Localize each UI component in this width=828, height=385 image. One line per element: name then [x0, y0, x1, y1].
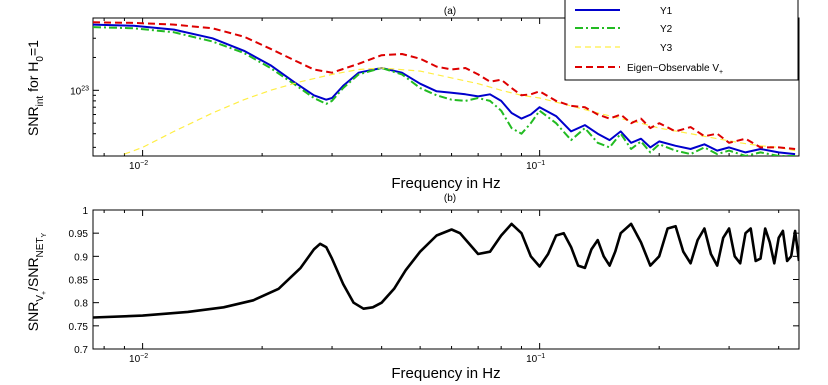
y-tick-label: 0.7: [74, 345, 88, 356]
x-tick-label-base: 10: [526, 161, 538, 172]
series-line-y1: [93, 23, 796, 156]
y-tick-label: 0.85: [69, 276, 89, 287]
x-tick-label-base: 10: [526, 354, 538, 365]
panel-b-ylabel-sub-net: NET: [35, 237, 46, 257]
panel-b-ylabel-main: SNR: [25, 302, 41, 332]
legend: Y1 Y2 Y3 Eigen−Observable V+: [564, 0, 799, 81]
x-tick-label-base: 10: [129, 161, 141, 172]
y-tick-label: 0.75: [69, 322, 89, 333]
panel-a-ylabel-sub-0: 0: [35, 56, 46, 62]
legend-label-eigen-sub: +: [719, 69, 723, 76]
y-tick-label: 0.8: [74, 299, 88, 310]
panel-b-ylabel-subsub-y: Y: [41, 232, 48, 237]
panel-b-xlabel: Frequency in Hz: [391, 365, 500, 382]
panel-b-label: (b): [444, 193, 456, 204]
x-tick-label-exp: −2: [140, 160, 148, 167]
panel-a-ylabel-sub-int: int: [35, 96, 46, 107]
y-tick-label-base: 10: [70, 86, 82, 97]
panel-b: (b) 10−2 10−10.70.750.80.850.90.951 Frequ…: [25, 193, 800, 382]
y-tick-label: 1023: [70, 85, 89, 97]
y-tick-label: 0.9: [74, 252, 88, 263]
panel-a-xlabel: Frequency in Hz: [391, 175, 500, 192]
series-line-eigen-observable-v-: [93, 21, 796, 150]
panel-b-ylabel-subsub-plus: +: [41, 291, 48, 295]
panel-a-ylabel-mid: for H: [25, 62, 41, 96]
series-line-panel-1-0: [93, 222, 799, 319]
x-tick-label: 10−2: [129, 353, 148, 365]
legend-label-eigen-main: Eigen−Observable V: [627, 63, 719, 74]
x-tick-label: 10−1: [526, 160, 545, 172]
panel-b-ticks: 10−2 10−10.70.750.80.850.90.951: [69, 206, 799, 365]
series-line-y2: [93, 26, 796, 156]
series-line-y3: [124, 67, 796, 155]
panel-b-ylabel-mid: /SNR: [25, 257, 41, 290]
x-tick-label-exp: −1: [537, 353, 545, 360]
x-tick-label-exp: −1: [537, 160, 545, 167]
y-tick-label: 0.95: [69, 229, 89, 240]
panel-b-plot-area: [93, 222, 799, 319]
legend-label-y2: Y2: [660, 24, 673, 35]
legend-label-y1: Y1: [660, 6, 673, 17]
series-group: [93, 21, 796, 156]
panel-b-ylabel: SNRV+/SNRNETY: [25, 232, 48, 331]
series-group: [93, 222, 799, 319]
y-tick-label: 1: [82, 206, 88, 217]
x-tick-label: 10−2: [129, 160, 148, 172]
x-tick-label: 10−1: [526, 353, 545, 365]
panel-b-ylabel-sub-v: V: [35, 295, 46, 302]
legend-label-y3: Y3: [660, 43, 673, 54]
x-tick-label-exp: −2: [140, 353, 148, 360]
panel-a-plot-area: [93, 21, 796, 156]
x-tick-label-base: 10: [129, 354, 141, 365]
panel-a-ylabel-tail: =1: [25, 40, 41, 56]
panel-a-ylabel-main: SNR: [25, 106, 41, 136]
y-tick-label-exp: 23: [81, 85, 89, 92]
panel-a-ylabel: SNRint for H0=1: [25, 40, 46, 136]
panel-b-axes-frame: [92, 209, 800, 350]
legend-label-eigen: Eigen−Observable V+: [627, 63, 723, 76]
panel-a-label: (a): [444, 6, 456, 17]
